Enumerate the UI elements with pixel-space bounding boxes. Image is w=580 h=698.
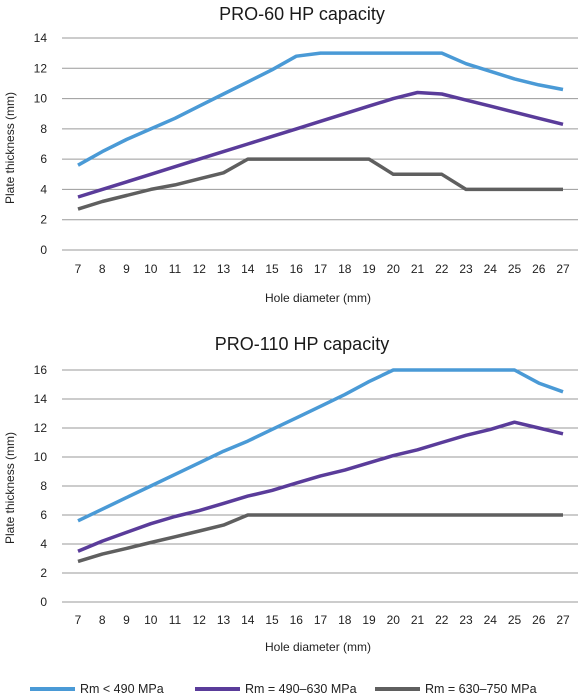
chart-title: PRO-60 HP capacity bbox=[219, 4, 385, 24]
x-tick-label: 11 bbox=[169, 262, 182, 276]
y-tick-label: 4 bbox=[40, 537, 47, 551]
series-line-3 bbox=[77, 513, 563, 564]
y-tick-label: 0 bbox=[40, 243, 47, 257]
x-tick-label: 17 bbox=[314, 262, 328, 276]
x-axis-label: Hole diameter (mm) bbox=[265, 291, 371, 305]
x-tick-label: 15 bbox=[265, 613, 279, 627]
x-tick-label: 16 bbox=[290, 262, 304, 276]
x-tick-label: 22 bbox=[435, 613, 449, 627]
x-tick-label: 25 bbox=[508, 262, 522, 276]
x-tick-label: 26 bbox=[532, 613, 546, 627]
legend-label: Rm < 490 MPa bbox=[80, 682, 164, 696]
x-tick-label: 8 bbox=[99, 613, 106, 627]
y-tick-label: 4 bbox=[40, 182, 47, 196]
y-axis-label: Plate thickness (mm) bbox=[3, 432, 17, 544]
y-tick-label: 2 bbox=[40, 213, 47, 227]
y-tick-label: 6 bbox=[40, 152, 47, 166]
x-tick-label: 18 bbox=[338, 262, 352, 276]
x-tick-label: 27 bbox=[556, 262, 570, 276]
x-tick-label: 24 bbox=[484, 262, 498, 276]
x-axis-label: Hole diameter (mm) bbox=[265, 640, 371, 654]
y-tick-label: 14 bbox=[34, 31, 48, 45]
x-tick-label: 8 bbox=[99, 262, 106, 276]
y-tick-label: 16 bbox=[34, 363, 48, 377]
x-tick-label: 24 bbox=[484, 613, 498, 627]
x-tick-label: 23 bbox=[459, 613, 473, 627]
y-tick-label: 14 bbox=[34, 392, 48, 406]
y-tick-label: 6 bbox=[40, 508, 47, 522]
x-tick-label: 14 bbox=[241, 613, 255, 627]
series-line-1 bbox=[77, 51, 564, 167]
chart-title: PRO-110 HP capacity bbox=[215, 334, 389, 354]
x-tick-label: 17 bbox=[314, 613, 328, 627]
x-tick-label: 19 bbox=[362, 613, 376, 627]
y-tick-label: 8 bbox=[40, 122, 47, 136]
y-tick-label: 8 bbox=[40, 479, 47, 493]
x-tick-label: 13 bbox=[217, 262, 231, 276]
x-tick-label: 15 bbox=[265, 262, 279, 276]
x-tick-label: 20 bbox=[387, 613, 401, 627]
x-tick-label: 9 bbox=[123, 613, 130, 627]
legend-label: Rm = 630–750 MPa bbox=[425, 682, 537, 696]
x-tick-label: 12 bbox=[193, 613, 207, 627]
x-tick-label: 22 bbox=[435, 262, 449, 276]
x-tick-label: 7 bbox=[75, 262, 82, 276]
y-tick-label: 0 bbox=[40, 595, 47, 609]
series-line-3 bbox=[77, 157, 563, 211]
series-line-2 bbox=[77, 420, 564, 553]
x-tick-label: 16 bbox=[290, 613, 304, 627]
y-tick-label: 10 bbox=[34, 92, 48, 106]
y-tick-label: 10 bbox=[34, 450, 48, 464]
x-tick-label: 25 bbox=[508, 613, 522, 627]
x-tick-label: 9 bbox=[123, 262, 130, 276]
y-tick-label: 12 bbox=[34, 61, 48, 75]
y-tick-label: 12 bbox=[34, 421, 48, 435]
x-tick-label: 10 bbox=[144, 613, 158, 627]
x-tick-label: 23 bbox=[459, 262, 473, 276]
y-axis-label: Plate thickness (mm) bbox=[3, 92, 17, 204]
legend: Rm < 490 MPa Rm = 490–630 MPa Rm = 630–7… bbox=[30, 682, 537, 696]
x-tick-label: 12 bbox=[193, 262, 207, 276]
x-tick-label: 20 bbox=[387, 262, 401, 276]
x-tick-label: 7 bbox=[75, 613, 82, 627]
x-tick-label: 11 bbox=[169, 613, 182, 627]
series-line-1 bbox=[77, 368, 564, 523]
x-tick-label: 10 bbox=[144, 262, 158, 276]
x-tick-label: 27 bbox=[556, 613, 570, 627]
x-tick-label: 14 bbox=[241, 262, 255, 276]
x-tick-label: 19 bbox=[362, 262, 376, 276]
x-tick-label: 26 bbox=[532, 262, 546, 276]
x-tick-label: 21 bbox=[411, 262, 425, 276]
x-tick-label: 18 bbox=[338, 613, 352, 627]
x-tick-label: 13 bbox=[217, 613, 231, 627]
legend-label: Rm = 490–630 MPa bbox=[245, 682, 357, 696]
series-line-2 bbox=[77, 90, 564, 199]
y-tick-label: 2 bbox=[40, 566, 47, 580]
x-tick-label: 21 bbox=[411, 613, 425, 627]
